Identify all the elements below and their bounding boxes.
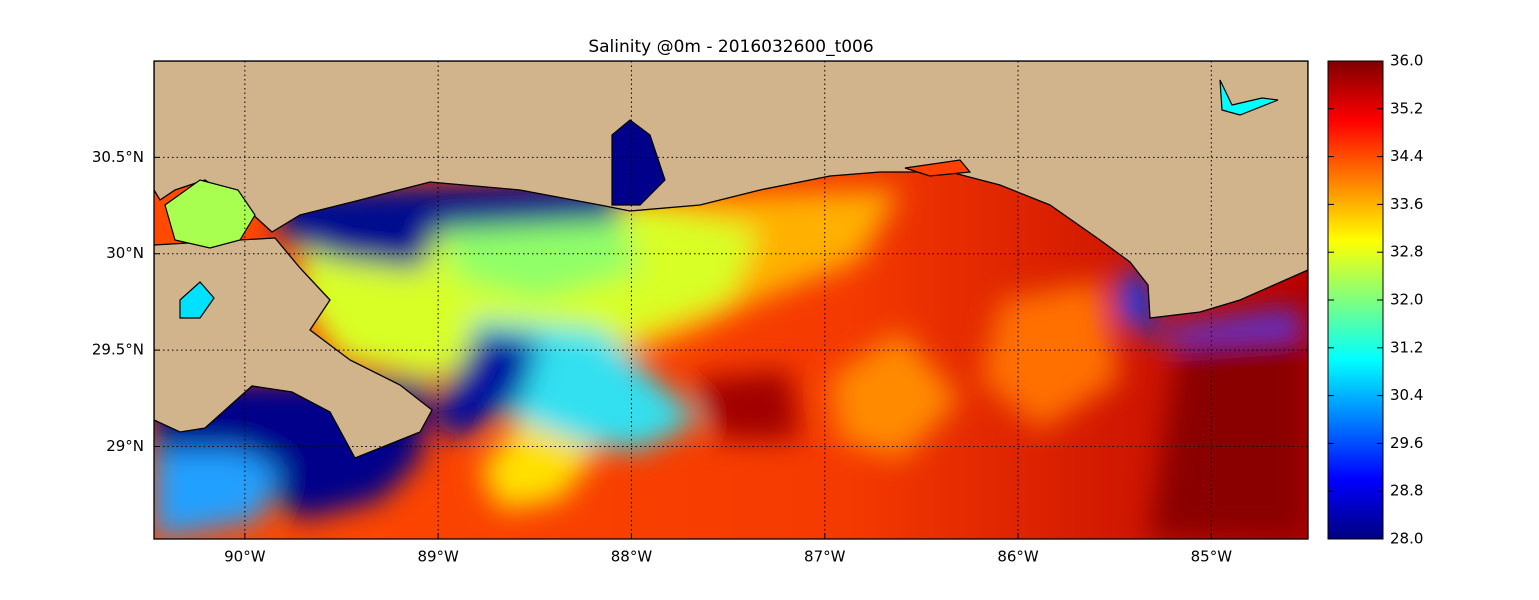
colorbar-label: 31.2 — [1390, 338, 1423, 356]
y-tick-label: 30°N — [106, 244, 144, 262]
colorbar-label: 28.0 — [1390, 530, 1423, 548]
colorbar-label: 33.6 — [1390, 195, 1423, 213]
x-tick-label: 88°W — [611, 548, 653, 566]
map-title: Salinity @0m - 2016032600_t006 — [588, 37, 873, 57]
x-tick-label: 87°W — [804, 548, 846, 566]
y-tick-label: 29°N — [106, 437, 144, 455]
x-tick-label: 89°W — [417, 548, 459, 566]
lake — [164, 179, 256, 249]
colorbar-label: 32.0 — [1390, 291, 1423, 309]
colorbar-label: 36.0 — [1390, 52, 1423, 70]
x-tick-label: 86°W — [997, 548, 1039, 566]
colorbar-label: 30.4 — [1390, 386, 1423, 404]
map-frame — [153, 60, 1309, 540]
x-tick-label: 85°W — [1191, 548, 1233, 566]
x-tick-label: 90°W — [224, 548, 266, 566]
y-tick-label: 30.5°N — [92, 148, 144, 166]
y-tick-label: 29.5°N — [92, 341, 144, 359]
colorbar-label: 34.4 — [1390, 147, 1423, 165]
colorbar — [1327, 60, 1384, 540]
colorbar-label: 29.6 — [1390, 434, 1423, 452]
bay — [904, 159, 972, 177]
colorbar-label: 35.2 — [1390, 99, 1423, 117]
colorbar-label: 28.8 — [1390, 482, 1423, 500]
salinity-field — [154, 61, 1308, 539]
colorbar-label: 32.8 — [1390, 243, 1423, 261]
land — [154, 237, 433, 459]
bay — [1219, 79, 1279, 116]
lake — [179, 281, 215, 319]
bay — [611, 119, 666, 206]
